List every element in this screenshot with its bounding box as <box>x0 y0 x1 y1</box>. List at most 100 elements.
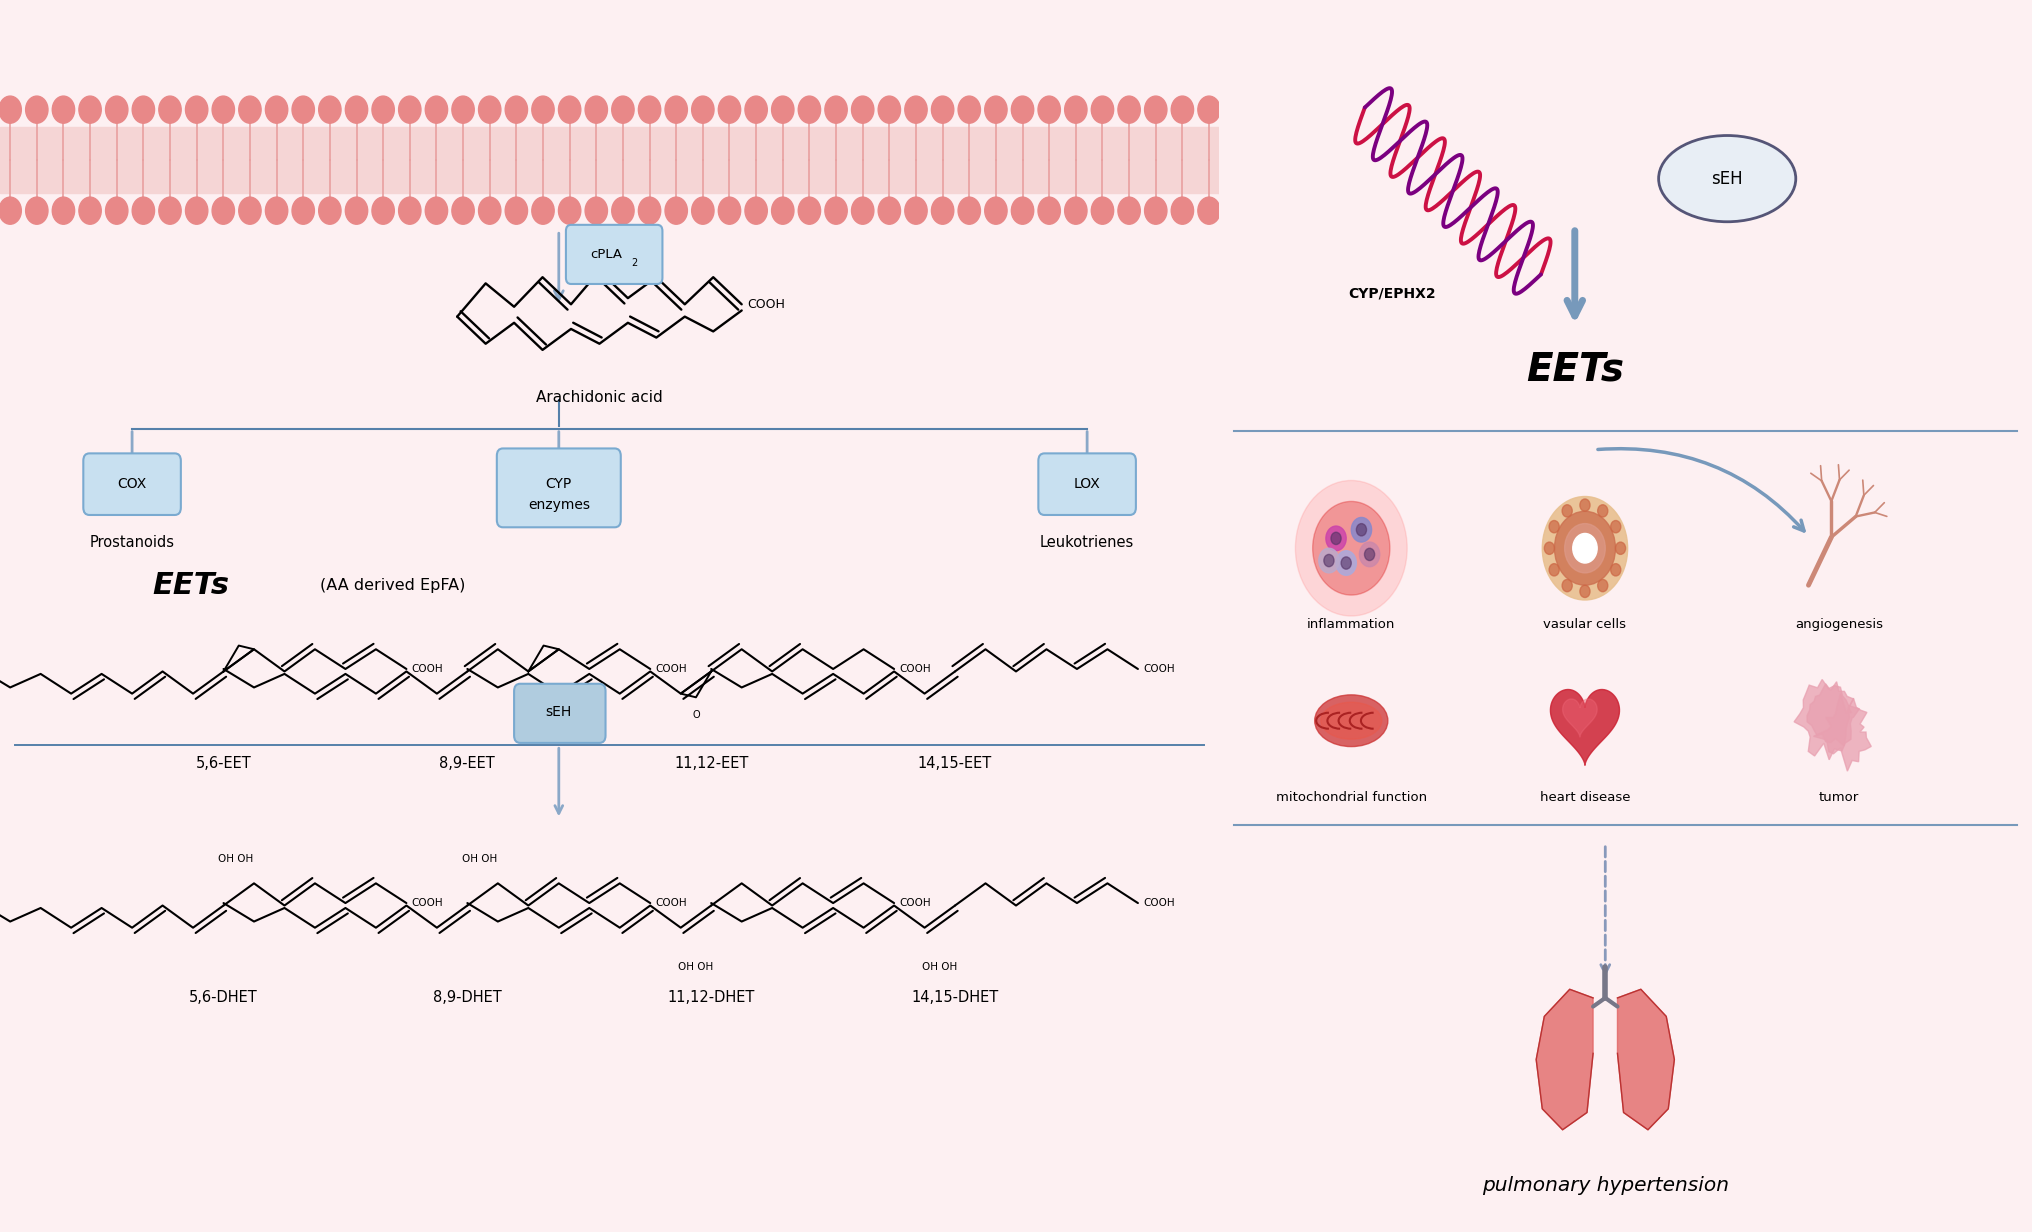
Circle shape <box>1563 505 1573 517</box>
Text: inflammation: inflammation <box>1307 618 1396 631</box>
Ellipse shape <box>1315 695 1388 747</box>
Text: sEH: sEH <box>547 705 571 719</box>
Text: 11,12-EET: 11,12-EET <box>675 756 748 771</box>
Text: angiogenesis: angiogenesis <box>1794 618 1884 631</box>
Polygon shape <box>1813 694 1871 771</box>
Circle shape <box>1091 197 1114 224</box>
Text: CYP/EPHX2: CYP/EPHX2 <box>1347 286 1437 301</box>
Circle shape <box>26 197 49 224</box>
Circle shape <box>1542 496 1628 600</box>
Circle shape <box>1038 96 1061 123</box>
Circle shape <box>506 197 528 224</box>
Text: EETs: EETs <box>1526 351 1624 388</box>
Circle shape <box>0 197 20 224</box>
Circle shape <box>1038 197 1061 224</box>
Circle shape <box>132 96 154 123</box>
Circle shape <box>240 197 262 224</box>
Circle shape <box>132 197 154 224</box>
Text: sEH: sEH <box>1711 170 1743 187</box>
Polygon shape <box>1536 989 1593 1130</box>
Circle shape <box>719 96 742 123</box>
Polygon shape <box>1617 989 1674 1130</box>
Text: EETs: EETs <box>152 570 230 600</box>
Circle shape <box>211 96 234 123</box>
Circle shape <box>638 197 660 224</box>
Circle shape <box>799 197 821 224</box>
Circle shape <box>799 96 821 123</box>
Circle shape <box>878 197 900 224</box>
Circle shape <box>425 96 447 123</box>
FancyBboxPatch shape <box>83 453 181 515</box>
Text: Arachidonic acid: Arachidonic acid <box>536 391 662 405</box>
Circle shape <box>664 197 687 224</box>
Text: OH OH: OH OH <box>923 962 957 972</box>
Text: 5,6-EET: 5,6-EET <box>195 756 252 771</box>
Circle shape <box>1337 551 1357 575</box>
Circle shape <box>825 197 847 224</box>
Text: COOH: COOH <box>900 898 931 908</box>
Circle shape <box>585 197 608 224</box>
Circle shape <box>1065 96 1087 123</box>
Circle shape <box>1611 563 1622 575</box>
Text: 5,6-DHET: 5,6-DHET <box>189 991 258 1005</box>
Text: COOH: COOH <box>654 898 687 908</box>
Circle shape <box>612 96 634 123</box>
Circle shape <box>1341 557 1351 569</box>
Circle shape <box>959 197 981 224</box>
Circle shape <box>559 197 581 224</box>
Circle shape <box>293 96 315 123</box>
Circle shape <box>319 96 341 123</box>
Circle shape <box>319 197 341 224</box>
Circle shape <box>1199 96 1219 123</box>
Circle shape <box>691 96 713 123</box>
Circle shape <box>1563 579 1573 591</box>
Circle shape <box>1296 480 1406 616</box>
Circle shape <box>878 96 900 123</box>
Text: 8,9-DHET: 8,9-DHET <box>433 991 502 1005</box>
Circle shape <box>1615 542 1626 554</box>
Circle shape <box>451 197 473 224</box>
FancyBboxPatch shape <box>514 684 606 743</box>
Text: LOX: LOX <box>1073 477 1101 492</box>
Circle shape <box>211 197 234 224</box>
FancyBboxPatch shape <box>496 448 622 527</box>
Circle shape <box>585 96 608 123</box>
Circle shape <box>1144 197 1166 224</box>
Circle shape <box>1144 96 1166 123</box>
Circle shape <box>986 197 1008 224</box>
Circle shape <box>480 197 500 224</box>
Text: COOH: COOH <box>410 664 443 674</box>
Text: COOH: COOH <box>654 664 687 674</box>
Circle shape <box>1331 532 1341 545</box>
Circle shape <box>931 197 953 224</box>
Circle shape <box>532 96 555 123</box>
Circle shape <box>1091 96 1114 123</box>
Text: OH OH: OH OH <box>461 854 498 864</box>
Circle shape <box>1012 197 1034 224</box>
Circle shape <box>1170 197 1193 224</box>
Circle shape <box>904 96 927 123</box>
Circle shape <box>79 96 102 123</box>
Circle shape <box>1544 542 1554 554</box>
Circle shape <box>480 96 500 123</box>
Text: O: O <box>693 710 699 719</box>
Polygon shape <box>1550 690 1620 765</box>
Text: COOH: COOH <box>1142 664 1174 674</box>
Circle shape <box>532 197 555 224</box>
Text: tumor: tumor <box>1819 791 1859 803</box>
Text: COOH: COOH <box>746 298 784 310</box>
Circle shape <box>1611 520 1622 532</box>
Circle shape <box>772 197 795 224</box>
Polygon shape <box>1563 699 1597 737</box>
Circle shape <box>185 197 207 224</box>
Circle shape <box>1065 197 1087 224</box>
Text: cPLA: cPLA <box>591 248 622 261</box>
Circle shape <box>1597 579 1607 591</box>
Text: 14,15-EET: 14,15-EET <box>918 756 992 771</box>
Circle shape <box>691 197 713 224</box>
Circle shape <box>398 197 421 224</box>
Text: 8,9-EET: 8,9-EET <box>439 756 496 771</box>
Ellipse shape <box>1321 702 1382 739</box>
Text: 14,15-DHET: 14,15-DHET <box>912 991 998 1005</box>
Polygon shape <box>1794 680 1859 760</box>
